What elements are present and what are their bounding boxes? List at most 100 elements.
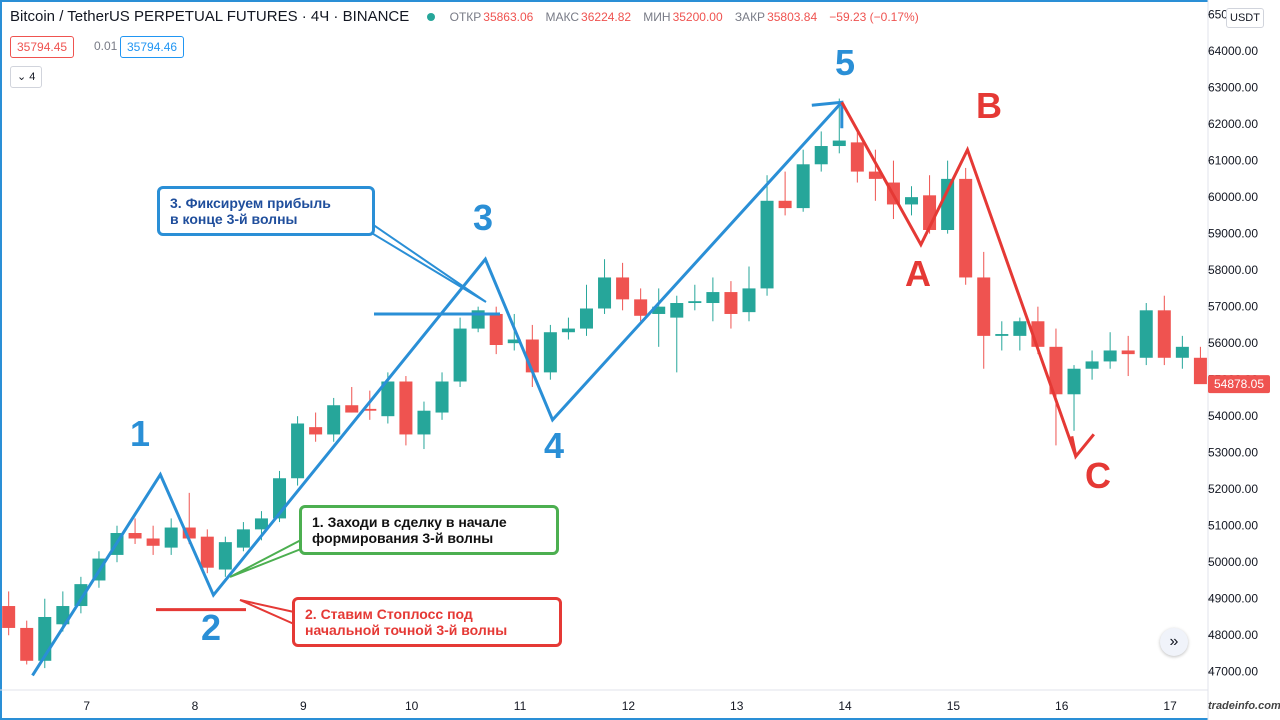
candle-body [634,299,648,316]
callout-take-profit-line2: в конце 3-й волны [170,211,298,227]
x-tick-label: 11 [514,699,527,713]
buy-price-button[interactable]: 35794.46 [120,36,185,58]
callout-take-profit-line1: 3. Фиксируем прибыль [170,195,331,211]
candle-body [417,410,431,435]
candle [164,518,178,555]
open-value: 35863.06 [483,10,534,24]
y-tick-label: 50000.00 [1208,555,1258,569]
x-tick-label: 13 [730,699,744,713]
y-tick-label: 49000.00 [1208,592,1258,606]
candle [363,390,377,420]
candle-body [218,542,232,570]
candle-body [579,308,593,329]
high-label: МАКС [545,10,580,24]
candle-body [850,142,864,172]
candle [543,324,557,380]
y-tick-label: 51000.00 [1208,519,1258,533]
callout-stop-loss-line2: начальной точной 3-й волны [305,622,508,638]
candle-body [291,423,305,479]
candle [1085,350,1099,380]
indicators-toggle-button[interactable]: ⌄ 4 [10,66,43,88]
candle-body [760,200,774,289]
candle-body [941,178,955,230]
candle [995,321,1009,351]
candle [435,372,449,420]
candle-body [236,529,250,548]
candle-body [598,277,612,309]
scroll-to-realtime-button[interactable]: » [1160,628,1188,656]
y-tick-label: 58000.00 [1208,263,1258,277]
callout-entry: 1. Заходи в сделку в начале формирования… [299,505,559,555]
wave-label-w5: 5 [835,42,855,83]
candle [706,277,720,322]
candle [327,397,341,442]
candle [399,376,413,446]
candle-body [200,536,214,568]
candle [1049,328,1063,446]
callout-stop-loss-line1: 2. Ставим Стоплосс под [305,606,473,622]
candle [670,295,684,373]
candle [905,186,919,216]
candle-body [182,527,196,539]
callout-stop-loss-pointer [239,599,295,626]
chart-header: Bitcoin / TetherUS PERPETUAL FUTURES · 4… [10,8,927,25]
candle-body [652,306,666,314]
candle [616,262,630,311]
chevron-down-icon: ⌄ [17,71,27,83]
y-tick-label: 54000.00 [1208,409,1258,423]
close-label: ЗАКР [734,10,766,24]
wave-label-b: B [976,85,1002,126]
callout-entry-line1: 1. Заходи в сделку в начале [312,514,507,530]
low-label: МИН [643,10,671,24]
candle [309,412,323,442]
symbol-title[interactable]: Bitcoin / TetherUS PERPETUAL FUTURES · 4… [10,8,410,25]
indicators-count: 4 [29,71,36,83]
candle [182,492,196,544]
market-status-icon [427,13,436,22]
currency-selector[interactable]: USDT [1226,8,1264,28]
open-label: ОТКР [449,10,482,24]
candle-body [905,197,919,205]
x-tick-label: 10 [405,699,419,713]
candle-body [363,408,377,411]
candle-body [1193,357,1207,385]
candle-body [778,200,792,209]
candle [417,401,431,450]
candle-body [1139,310,1153,358]
candle [236,522,250,552]
sell-price-button[interactable]: 35794.45 [10,36,75,58]
impulse-wave-line [31,101,843,677]
candle-body [832,140,846,147]
x-tick-label: 17 [1163,699,1177,713]
callout-stop-loss: 2. Ставим Стоплосс под начальной точной … [292,597,562,647]
candle [598,259,612,314]
candle [291,416,305,486]
candle-body [977,277,991,336]
candle-body [2,606,16,628]
y-tick-label: 57000.00 [1208,300,1258,314]
candle [652,288,666,347]
y-tick-label: 48000.00 [1208,628,1258,642]
high-value: 36224.82 [581,10,632,24]
low-value: 35200.00 [672,10,723,24]
candle [1175,335,1189,369]
candle-body [164,527,178,548]
candle-body [670,303,684,318]
candle [742,266,756,322]
x-tick-label: 8 [192,699,199,713]
candle-body [1121,350,1135,355]
candle-body [796,164,810,209]
wave-c-arrowhead [1070,433,1095,460]
candle [345,386,359,413]
current-price-tag [1208,375,1270,394]
candle-body [995,334,1009,336]
candle [634,288,648,322]
candle-body [616,277,630,300]
candle [200,529,214,574]
candle-body [706,292,720,304]
y-tick-label: 63000.00 [1208,81,1258,95]
candle [2,591,16,636]
annotation-layer: 1 2 3 4 5 A B C [31,42,1111,677]
candle-body [128,533,142,539]
